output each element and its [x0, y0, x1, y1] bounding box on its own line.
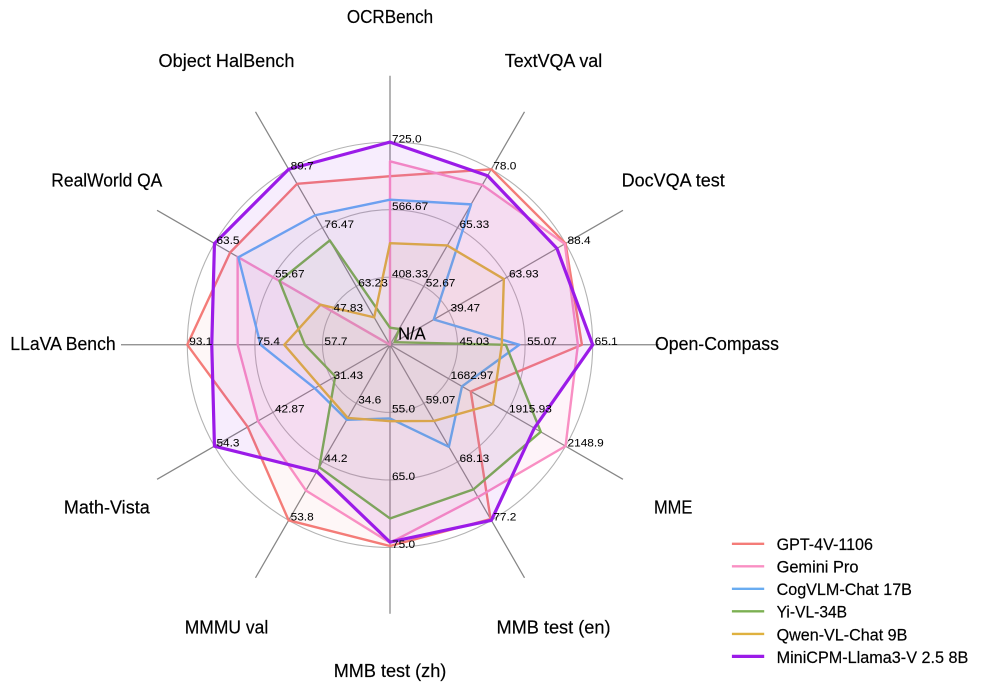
svg-text:Math-Vista: Math-Vista [64, 497, 151, 518]
svg-text:57.7: 57.7 [324, 336, 347, 348]
svg-text:MiniCPM-Llama3-V 2.5 8B: MiniCPM-Llama3-V 2.5 8B [777, 648, 969, 667]
svg-text:39.47: 39.47 [451, 302, 481, 314]
svg-text:89.7: 89.7 [291, 161, 314, 173]
svg-text:55.0: 55.0 [392, 404, 415, 416]
svg-text:68.13: 68.13 [460, 453, 490, 465]
svg-text:34.6: 34.6 [358, 395, 381, 407]
svg-text:GPT-4V-1106: GPT-4V-1106 [777, 535, 873, 554]
svg-text:53.8: 53.8 [291, 512, 314, 524]
svg-text:93.1: 93.1 [189, 336, 212, 348]
svg-text:77.2: 77.2 [493, 512, 516, 524]
svg-text:MMMU val: MMMU val [185, 616, 268, 637]
svg-text:65.0: 65.0 [392, 471, 415, 483]
svg-text:54.3: 54.3 [216, 437, 239, 449]
svg-text:MMB test (en): MMB test (en) [496, 616, 610, 637]
svg-text:1682.97: 1682.97 [451, 370, 494, 382]
svg-text:63.5: 63.5 [216, 235, 239, 247]
svg-text:LLaVA Bench: LLaVA Bench [10, 333, 115, 354]
svg-text:44.2: 44.2 [324, 453, 347, 465]
svg-text:78.0: 78.0 [493, 161, 516, 173]
svg-text:CogVLM-Chat 17B: CogVLM-Chat 17B [777, 580, 912, 599]
svg-text:47.83: 47.83 [333, 302, 363, 314]
svg-text:31.43: 31.43 [333, 370, 363, 382]
svg-text:88.4: 88.4 [568, 235, 591, 247]
svg-text:408.33: 408.33 [392, 269, 428, 281]
svg-text:Yi-VL-34B: Yi-VL-34B [777, 603, 847, 622]
svg-text:Qwen-VL-Chat 9B: Qwen-VL-Chat 9B [777, 625, 908, 644]
svg-text:1915.93: 1915.93 [509, 404, 552, 416]
svg-text:566.67: 566.67 [392, 201, 428, 213]
svg-text:75.4: 75.4 [257, 336, 280, 348]
svg-text:55.67: 55.67 [275, 269, 305, 281]
svg-text:725.0: 725.0 [392, 133, 422, 145]
svg-text:75.0: 75.0 [392, 539, 415, 551]
svg-text:63.23: 63.23 [358, 278, 388, 290]
svg-text:DocVQA test: DocVQA test [622, 170, 726, 191]
svg-text:55.07: 55.07 [527, 336, 557, 348]
svg-text:76.47: 76.47 [324, 219, 354, 231]
svg-text:2148.9: 2148.9 [568, 437, 604, 449]
svg-text:MMB test (zh): MMB test (zh) [334, 660, 447, 681]
svg-text:Gemini Pro: Gemini Pro [777, 558, 859, 577]
svg-text:65.1: 65.1 [595, 336, 618, 348]
svg-text:N/A: N/A [398, 324, 426, 344]
svg-text:Open-Compass: Open-Compass [655, 333, 779, 354]
svg-text:65.33: 65.33 [460, 219, 490, 231]
svg-text:RealWorld QA: RealWorld QA [51, 170, 163, 191]
svg-text:TextVQA val: TextVQA val [505, 50, 602, 71]
svg-text:59.07: 59.07 [426, 395, 456, 407]
svg-text:Object HalBench: Object HalBench [159, 50, 295, 71]
svg-text:45.03: 45.03 [460, 336, 490, 348]
svg-text:OCRBench: OCRBench [347, 6, 433, 27]
svg-text:63.93: 63.93 [509, 269, 539, 281]
svg-text:52.67: 52.67 [426, 278, 456, 290]
svg-text:42.87: 42.87 [275, 404, 305, 416]
svg-text:MME: MME [654, 497, 692, 518]
